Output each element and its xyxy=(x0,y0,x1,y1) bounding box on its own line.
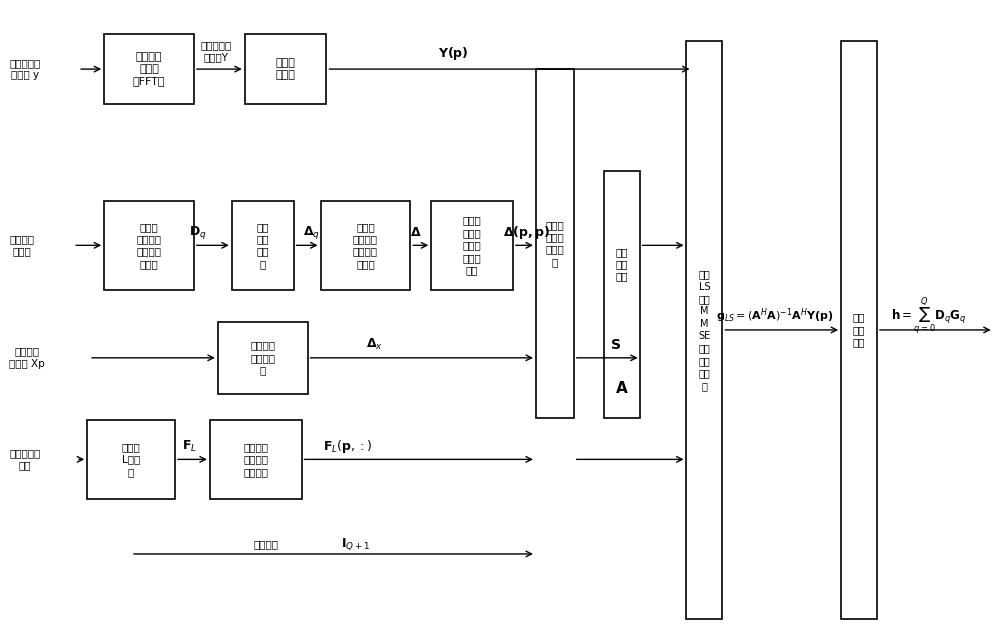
Bar xyxy=(232,200,294,290)
Text: $\mathbf{\Delta}$: $\mathbf{\Delta}$ xyxy=(410,226,422,239)
Text: 估计
时域
信道: 估计 时域 信道 xyxy=(853,312,865,347)
Text: $\mathbf{F}_L$: $\mathbf{F}_L$ xyxy=(182,439,197,454)
Text: 获得导
频位置
所对应
的频域
矩阵: 获得导 频位置 所对应 的频域 矩阵 xyxy=(463,216,481,275)
Text: 采用
LS
或者
M
M
SE
方法
估计
基系
数: 采用 LS 或者 M M SE 方法 估计 基系 数 xyxy=(698,269,711,391)
Text: 本发明的
基函数: 本发明的 基函数 xyxy=(9,234,34,256)
Text: $\mathbf{Y(p)}$: $\mathbf{Y(p)}$ xyxy=(438,45,469,62)
Text: $\mathbf{F}_L(\mathbf{p},:)$: $\mathbf{F}_L(\mathbf{p},:)$ xyxy=(323,438,372,455)
Text: 求其对应
的对角矩
阵: 求其对应 的对角矩 阵 xyxy=(250,340,275,375)
Text: 获得
其频
域矩
阵: 获得 其频 域矩 阵 xyxy=(256,222,269,269)
Text: 获得导频
位置所对
应的矩阵: 获得导频 位置所对 应的矩阵 xyxy=(243,442,268,477)
Bar xyxy=(104,34,194,104)
Text: $\mathbf{I}_{Q+1}$: $\mathbf{I}_{Q+1}$ xyxy=(341,536,370,552)
Bar xyxy=(604,170,640,418)
Text: 发送的导
频信号 Xp: 发送的导 频信号 Xp xyxy=(9,347,45,369)
Text: 求其前
L列矩
阵: 求其前 L列矩 阵 xyxy=(122,442,140,477)
Bar xyxy=(320,200,410,290)
Text: 接收到的频
域信号Y: 接收到的频 域信号Y xyxy=(200,40,231,62)
Text: $\mathbf{S}$: $\mathbf{S}$ xyxy=(610,338,621,352)
Bar xyxy=(218,322,308,394)
Bar xyxy=(210,420,302,499)
Text: 提取导
频信号: 提取导 频信号 xyxy=(276,58,296,80)
Text: $\mathbf{\Delta(p,p)}$: $\mathbf{\Delta(p,p)}$ xyxy=(503,224,551,241)
Text: $\mathbf{D}_q$: $\mathbf{D}_q$ xyxy=(189,224,207,241)
Bar xyxy=(245,34,326,104)
Text: 得到信
号的变
换域矩
阵: 得到信 号的变 换域矩 阵 xyxy=(545,219,564,267)
Text: 接收到的时
域信号 y: 接收到的时 域信号 y xyxy=(9,58,41,80)
Text: $\mathbf{A}$: $\mathbf{A}$ xyxy=(615,380,629,396)
Bar xyxy=(87,420,175,499)
Text: 获得
频域
矩阵: 获得 频域 矩阵 xyxy=(615,247,628,282)
Bar xyxy=(104,200,194,290)
Text: 求每个
基函数所
对应的对
角矩阵: 求每个 基函数所 对应的对 角矩阵 xyxy=(136,222,161,269)
Bar xyxy=(841,41,877,619)
Text: $\mathbf{\Delta}_q$: $\mathbf{\Delta}_q$ xyxy=(303,224,320,241)
Bar xyxy=(431,200,513,290)
Text: $\mathbf{\Delta}_x$: $\mathbf{\Delta}_x$ xyxy=(366,337,383,352)
Text: 单位矩阵: 单位矩阵 xyxy=(253,539,278,549)
Text: $\mathbf{h} = \sum_{q=0}^{Q}\mathbf{D}_q\mathbf{G}_q$: $\mathbf{h} = \sum_{q=0}^{Q}\mathbf{D}_q… xyxy=(891,296,967,336)
Text: $\mathbf{g}_{LS} = \left(\mathbf{A}^H\mathbf{A}\right)^{-1}\mathbf{A}^H\mathbf{Y: $\mathbf{g}_{LS} = \left(\mathbf{A}^H\ma… xyxy=(716,307,833,325)
Text: 快速傅里
叶变换
（FFT）: 快速傅里 叶变换 （FFT） xyxy=(133,52,165,86)
Text: 傅里叶变换
矩阵: 傅里叶变换 矩阵 xyxy=(9,448,41,471)
Text: 求所有
基函数所
对应的频
域矩阵: 求所有 基函数所 对应的频 域矩阵 xyxy=(353,222,378,269)
Bar xyxy=(686,41,722,619)
Bar xyxy=(536,69,574,418)
